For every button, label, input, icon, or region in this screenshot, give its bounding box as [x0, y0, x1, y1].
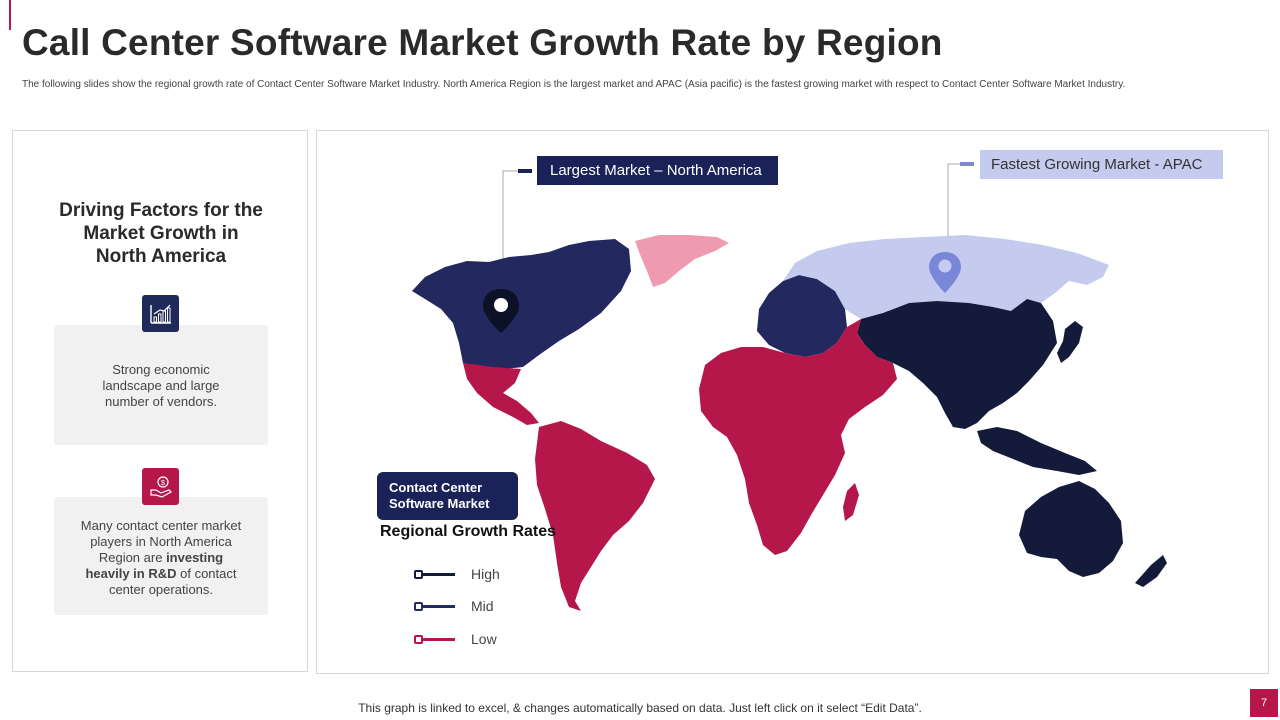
- factor-text: landscape and large: [102, 378, 220, 393]
- accent-bar: [9, 0, 11, 30]
- driving-factors-title: Driving Factors for the Market Growth in…: [13, 199, 309, 268]
- world-map: [412, 162, 1167, 611]
- legend-title: Regional Growth Rates: [380, 523, 557, 540]
- fastest-growing-callout: Fastest Growing Market - APAC: [980, 150, 1223, 179]
- legend-item-low: Low: [414, 630, 497, 648]
- factor-text: Many contact center market: [80, 518, 242, 533]
- region-africa-middle-east[interactable]: [699, 319, 897, 555]
- factor-text: Strong economic: [112, 362, 210, 377]
- legend-item-high: High: [414, 565, 500, 583]
- region-north-america[interactable]: [412, 239, 631, 369]
- region-madagascar[interactable]: [843, 483, 859, 521]
- region-asia-pacific[interactable]: [857, 299, 1057, 429]
- page-title: Call Center Software Market Growth Rate …: [22, 22, 943, 63]
- region-japan[interactable]: [1057, 321, 1083, 363]
- growth-chart-icon: [142, 295, 179, 332]
- driving-factors-panel: Driving Factors for the Market Growth in…: [12, 130, 308, 672]
- factor-card: Many contact center market players in No…: [54, 497, 268, 615]
- region-southeast-asia[interactable]: [977, 427, 1097, 475]
- footer-note: This graph is linked to excel, & changes…: [358, 701, 922, 715]
- legend-label: Mid: [471, 598, 494, 614]
- factor-text: players in North America: [90, 534, 232, 549]
- title-line: North America: [95, 246, 227, 267]
- legend-swatch: [414, 634, 455, 644]
- page-number: 7: [1250, 689, 1278, 717]
- region-europe[interactable]: [757, 275, 847, 357]
- region-central-america[interactable]: [463, 363, 539, 425]
- svg-text:$: $: [161, 480, 165, 487]
- legend-item-mid: Mid: [414, 597, 494, 615]
- legend-swatch: [414, 569, 455, 579]
- legend-label: High: [471, 566, 500, 582]
- north-america-pin-icon: [483, 289, 519, 333]
- factor-text: center operations.: [108, 582, 214, 597]
- factor-text: number of vendors.: [104, 394, 217, 409]
- money-hand-icon: $: [142, 468, 179, 505]
- world-map-panel: Largest Market – North America Fastest G…: [316, 130, 1269, 674]
- legend-label: Low: [471, 631, 497, 647]
- factor-text-bold: heavily in R&D: [85, 566, 177, 581]
- legend-swatch: [414, 601, 455, 611]
- region-south-america[interactable]: [535, 421, 655, 611]
- legend-header-line: Contact Center: [389, 480, 483, 495]
- legend-header-box: Contact Center Software Market: [377, 472, 518, 520]
- title-line: Market Growth in: [83, 223, 239, 244]
- factor-text-part: of contact: [176, 566, 237, 581]
- apac-pin-icon: [929, 252, 961, 293]
- region-greenland[interactable]: [635, 235, 729, 287]
- region-new-zealand[interactable]: [1135, 555, 1167, 587]
- factor-card: Strong economic landscape and large numb…: [54, 325, 268, 445]
- factor-text: Region are investing: [54, 550, 268, 566]
- legend-header-line: Software Market: [389, 496, 490, 511]
- page-subtitle: The following slides show the regional g…: [22, 79, 1126, 90]
- largest-market-callout: Largest Market – North America: [537, 156, 778, 185]
- region-australia[interactable]: [1019, 481, 1123, 577]
- factor-text-part: Region are: [98, 550, 167, 565]
- title-line: Driving Factors for the: [59, 200, 263, 221]
- factor-text-bold: investing: [166, 550, 224, 565]
- factor-text: heavily in R&D of contact: [54, 566, 268, 582]
